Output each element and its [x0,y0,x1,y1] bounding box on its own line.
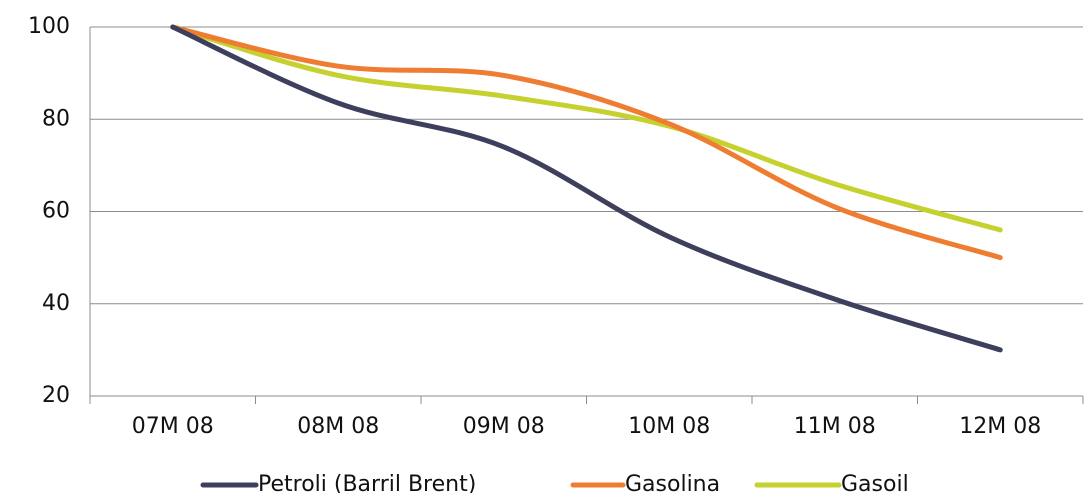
x-tick-label: 08M 08 [297,414,379,439]
x-tick-label: 12M 08 [959,414,1041,439]
y-tick-label-60: 60 [42,199,70,224]
y-tick-label-100: 100 [28,14,70,39]
y-tick-label-20: 20 [42,383,70,408]
series-line-gasoil [170,24,1003,233]
axes [89,27,1084,404]
x-tick-label: 10M 08 [628,414,710,439]
legend-label: Gasolina [625,472,720,493]
x-tick-label: 09M 08 [463,414,545,439]
x-tick-label: 11M 08 [794,414,876,439]
y-tick-label-80: 80 [42,106,70,131]
legend: Petroli (Barril Brent) Gasolina Gasoil [200,472,909,493]
legend-item-gasolina: Gasolina [570,472,720,493]
y-tick-label-40: 40 [42,291,70,316]
legend-item-gasoil: Gasoil [754,472,909,493]
x-axis-tick-labels: 07M 08 08M 08 09M 08 10M 08 11M 08 12M 08 [132,414,1041,439]
legend-label: Petroli (Barril Brent) [258,472,476,493]
series-lines [170,24,1003,353]
y-axis-tick-labels: 20 40 60 80 100 [28,14,70,408]
x-tick-label: 07M 08 [132,414,214,439]
legend-label: Gasoil [841,472,909,493]
gridlines [90,26,1083,305]
legend-item-petroli-barril-brent: Petroli (Barril Brent) [200,472,476,493]
series-line-petroli-barril-brent [170,24,1003,353]
series-line-gasolina [170,24,1003,261]
